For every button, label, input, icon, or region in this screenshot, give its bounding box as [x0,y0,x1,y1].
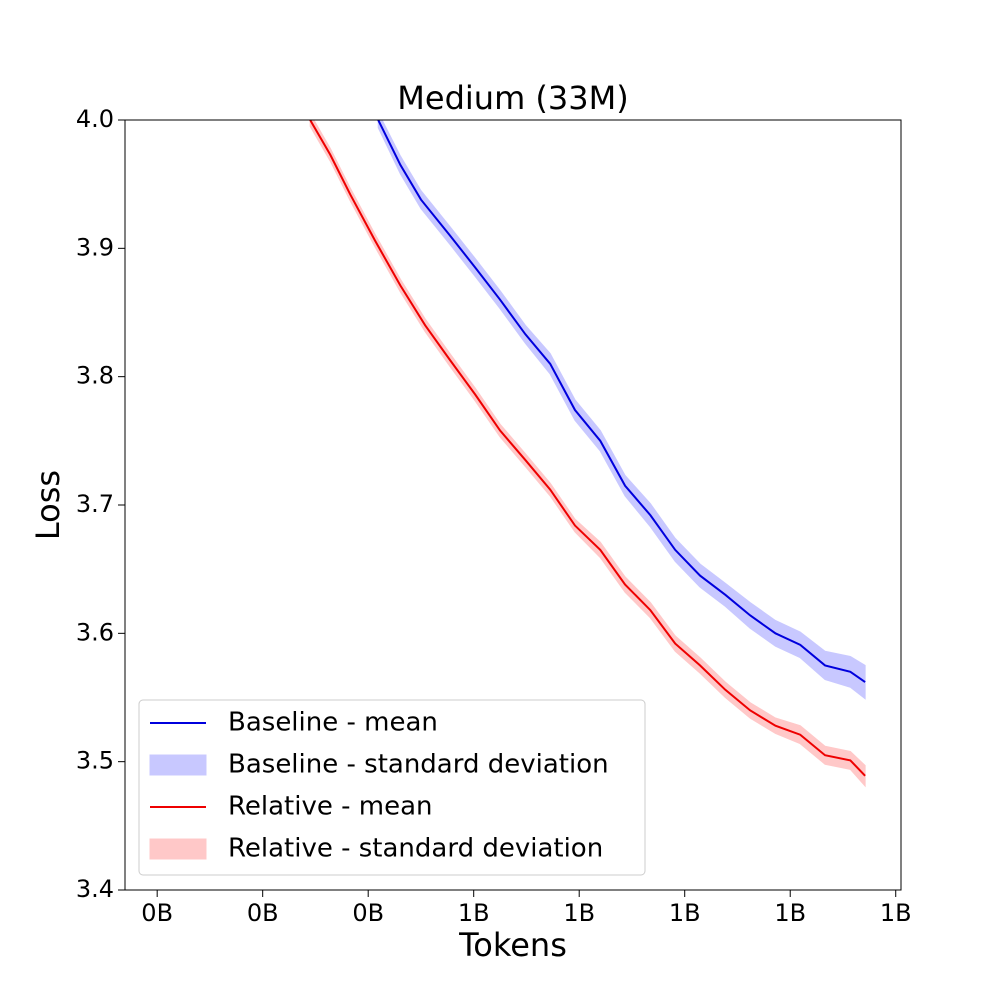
y-axis-label: Loss [29,470,67,540]
y-tick-label: 3.9 [76,233,114,261]
legend-label: Baseline - mean [228,708,438,738]
y-tick-label: 3.5 [76,747,114,775]
y-tick-label: 3.4 [76,875,114,903]
x-tick-label: 1B [669,899,701,927]
legend-label: Relative - mean [228,792,433,822]
plot-area [309,120,866,788]
x-tick-label: 0B [141,899,173,927]
legend-patch [149,838,207,860]
legend-box [138,699,646,876]
y-tick-label: 4.0 [76,105,114,133]
mean-line [309,120,866,777]
std-band [377,120,866,700]
y-tick-label: 3.8 [76,362,114,390]
x-tick-label: 1B [563,899,595,927]
plot-frame [124,119,902,891]
y-tick-label: 3.7 [76,490,114,518]
legend-label: Relative - standard deviation [228,834,603,864]
x-axis-label: Tokens [458,926,567,964]
x-tick-label: 0B [247,899,279,927]
x-tick-label: 1B [774,899,806,927]
chart-title: Medium (33M) [397,79,628,117]
y-tick-label: 3.6 [76,618,114,646]
std-band [309,120,866,788]
x-tick-label: 1B [458,899,490,927]
x-tick-label: 1B [880,899,912,927]
mean-line [377,120,866,683]
legend-patch [149,754,207,776]
x-tick-label: 0B [352,899,384,927]
legend-label: Baseline - standard deviation [228,750,609,780]
